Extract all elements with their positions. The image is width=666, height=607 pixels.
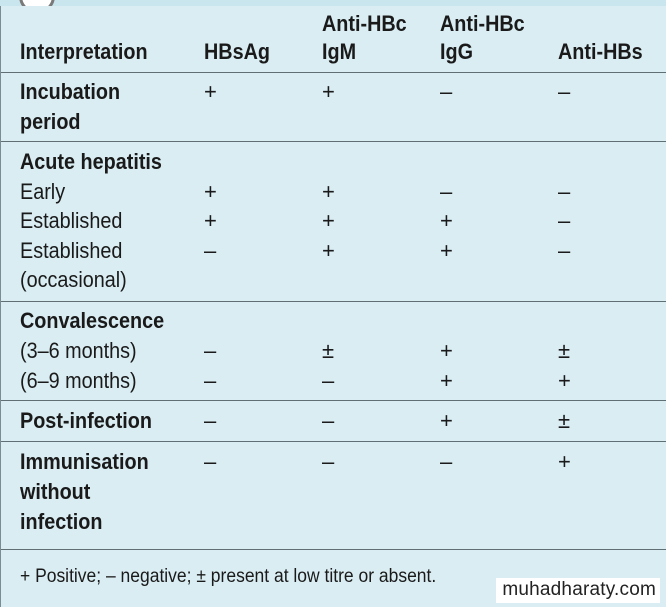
incubation-label-line1: Incubation — [20, 79, 121, 104]
convalescence-3-6-hbsag: – — [204, 338, 217, 363]
immunisation-anti-hbs: + — [558, 449, 571, 474]
acute-early-anti-hbc-igg: – — [440, 179, 453, 204]
acute-established-anti-hbc-igg: + — [440, 208, 453, 233]
header-hbsag: HBsAg — [204, 39, 271, 64]
acute-established-anti-hbc-igm: + — [322, 208, 335, 233]
post-infection-label: Post-infection — [20, 408, 153, 433]
row-rule — [1, 141, 666, 142]
acute-early-anti-hbs: – — [558, 179, 571, 204]
post-infection-anti-hbs: ± — [558, 408, 571, 433]
acute-established-occasional-anti-hbs: – — [558, 238, 571, 263]
header-anti-hbc-igm-line2: IgM — [322, 39, 357, 64]
acute-early-label: Early — [20, 179, 66, 204]
convalescence-6-9-anti-hbs: + — [558, 368, 571, 393]
row-rule — [1, 441, 666, 442]
acute-hepatitis-title: Acute hepatitis — [20, 149, 162, 174]
incubation-anti-hbs: – — [558, 79, 571, 104]
immunisation-label-line2: without — [20, 479, 91, 504]
header-anti-hbs: Anti-HBs — [558, 39, 643, 64]
acute-established-label: Established — [20, 208, 123, 233]
convalescence-3-6-anti-hbc-igm: ± — [322, 338, 335, 363]
acute-established-hbsag: + — [204, 208, 217, 233]
immunisation-label-line3: infection — [20, 509, 103, 534]
header-anti-hbc-igm-line1: Anti-HBc — [322, 11, 407, 36]
acute-established-occasional-label-line1: Established — [20, 238, 123, 263]
convalescence-6-9-anti-hbc-igm: – — [322, 368, 335, 393]
row-rule — [1, 301, 666, 302]
hepatitis-b-serology-table: Interpretation HBsAg Anti-HBc IgM Anti-H… — [0, 6, 666, 607]
acute-established-occasional-anti-hbc-igg: + — [440, 238, 453, 263]
incubation-hbsag: + — [204, 79, 217, 104]
header-anti-hbc-igg-line1: Anti-HBc — [440, 11, 525, 36]
header-rule — [1, 72, 666, 73]
acute-established-anti-hbs: – — [558, 208, 571, 233]
acute-established-occasional-anti-hbc-igm: + — [322, 238, 335, 263]
acute-early-hbsag: + — [204, 179, 217, 204]
immunisation-hbsag: – — [204, 449, 217, 474]
convalescence-6-9-label: (6–9 months) — [20, 368, 137, 393]
acute-established-occasional-label-line2: (occasional) — [20, 267, 127, 292]
footer-rule — [1, 549, 666, 550]
incubation-anti-hbc-igg: – — [440, 79, 453, 104]
convalescence-6-9-anti-hbc-igg: + — [440, 368, 453, 393]
convalescence-3-6-anti-hbc-igg: + — [440, 338, 453, 363]
convalescence-6-9-hbsag: – — [204, 368, 217, 393]
acute-early-anti-hbc-igm: + — [322, 179, 335, 204]
incubation-label-line2: period — [20, 109, 81, 134]
post-infection-anti-hbc-igm: – — [322, 408, 335, 433]
immunisation-label-line1: Immunisation — [20, 449, 149, 474]
incubation-anti-hbc-igm: + — [322, 79, 335, 104]
header-interpretation: Interpretation — [20, 39, 148, 64]
convalescence-title: Convalescence — [20, 308, 165, 333]
header-anti-hbc-igg-line2: IgG — [440, 39, 474, 64]
immunisation-anti-hbc-igm: – — [322, 449, 335, 474]
convalescence-3-6-anti-hbs: ± — [558, 338, 571, 363]
table-footnote: + Positive; – negative; ± present at low… — [20, 566, 437, 587]
post-infection-hbsag: – — [204, 408, 217, 433]
convalescence-3-6-label: (3–6 months) — [20, 338, 137, 363]
post-infection-anti-hbc-igg: + — [440, 408, 453, 433]
watermark: muhadharaty.com — [496, 578, 660, 603]
immunisation-anti-hbc-igg: – — [440, 449, 453, 474]
acute-established-occasional-hbsag: – — [204, 238, 217, 263]
row-rule — [1, 400, 666, 401]
